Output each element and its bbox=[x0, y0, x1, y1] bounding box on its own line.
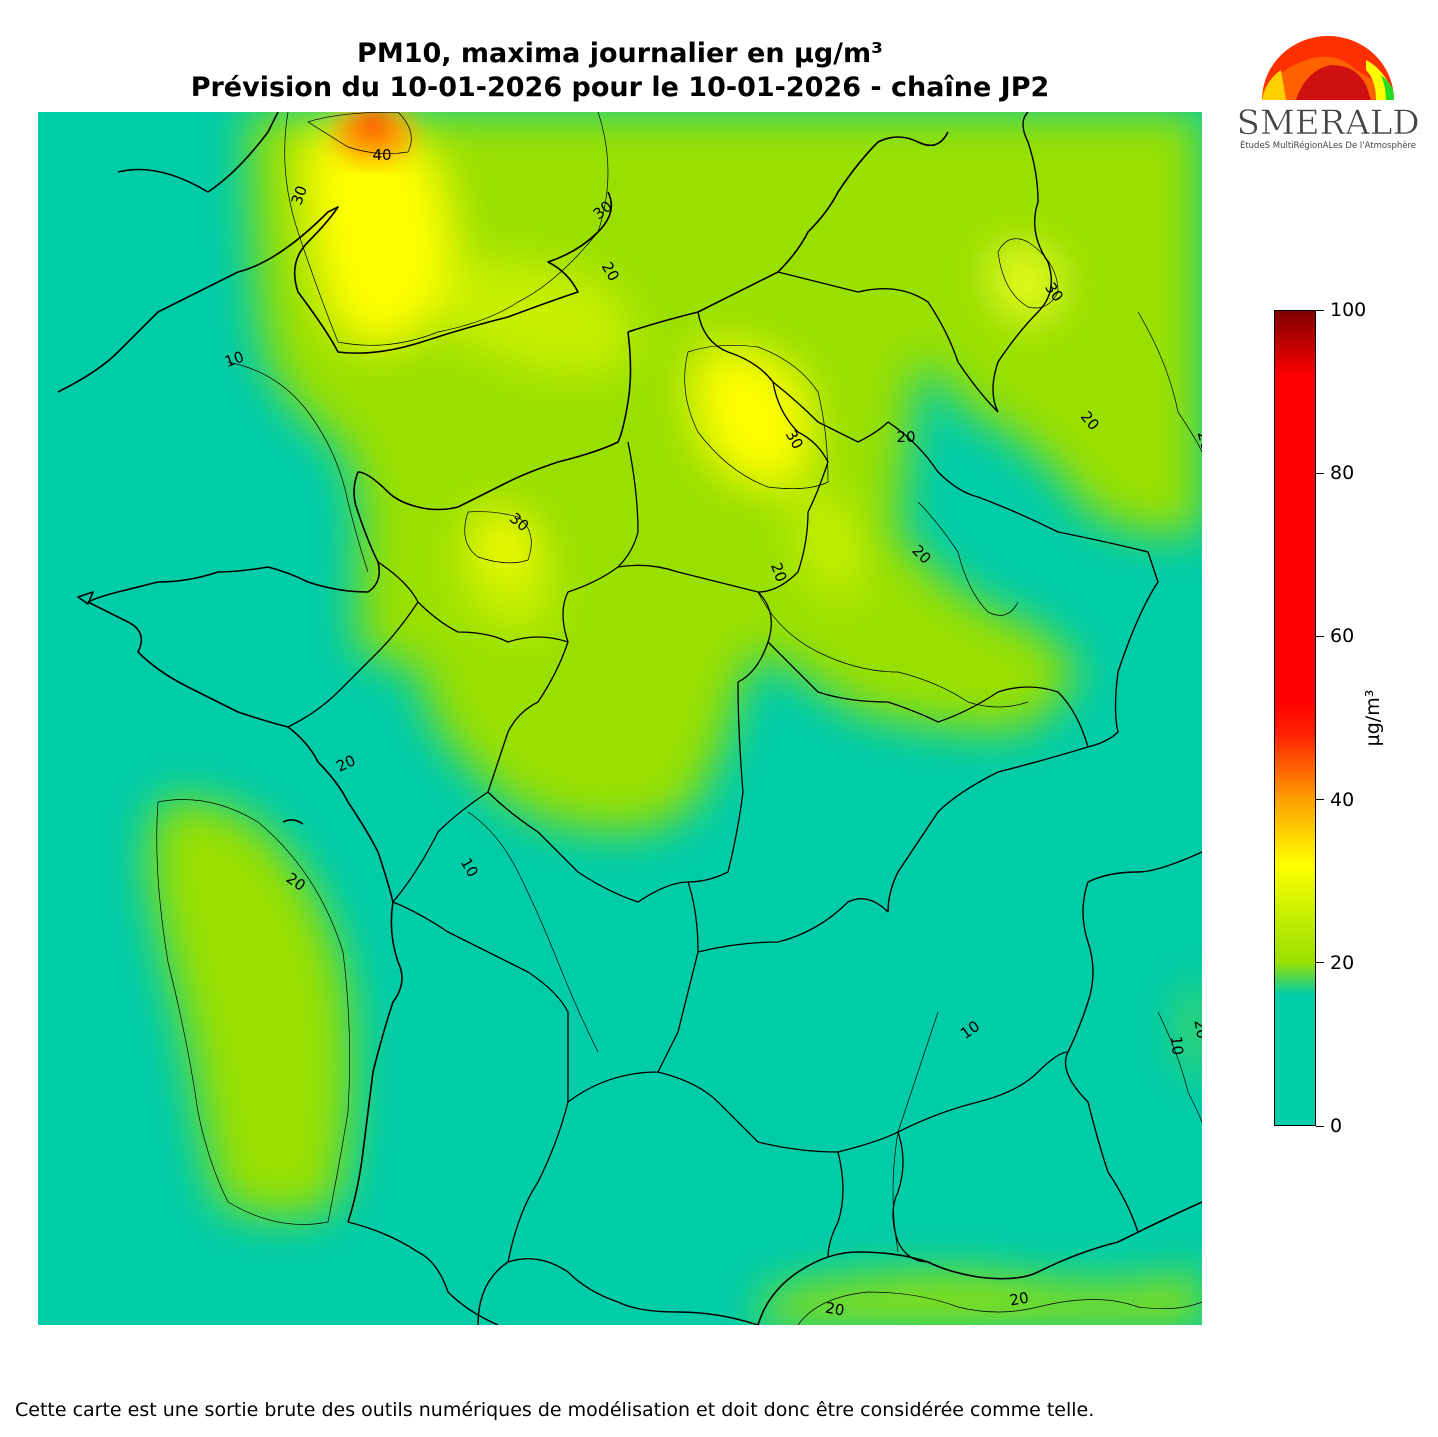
map-title: PM10, maxima journalier en µg/m³ bbox=[357, 38, 883, 69]
colorbar-tick bbox=[1316, 309, 1324, 311]
colorbar-tick bbox=[1316, 472, 1324, 474]
contour-label: 20 bbox=[896, 428, 915, 446]
colorbar bbox=[1274, 310, 1316, 1126]
region-borders bbox=[287, 381, 1089, 1263]
coastlines bbox=[57, 112, 1202, 1325]
contour-label: 20 bbox=[1008, 1289, 1030, 1310]
map-subtitle: Prévision du 10-01-2026 pour le 10-01-20… bbox=[190, 72, 1050, 103]
concentration-field bbox=[148, 112, 1202, 1325]
colorbar-tick bbox=[1316, 799, 1324, 801]
esmeralda-logo: ESMERALDA ÉtudeS MultiRégionALes De l'At… bbox=[1236, 36, 1420, 151]
contour-label: 20 bbox=[1190, 1018, 1202, 1040]
colorbar-tick bbox=[1316, 962, 1324, 964]
colorbar-label: µg/m³ bbox=[1362, 689, 1384, 747]
colorbar-tick-label: 20 bbox=[1330, 951, 1355, 974]
contour-label: 10 bbox=[222, 348, 246, 371]
contour-label: 30 bbox=[288, 183, 311, 207]
colorbar-tick bbox=[1316, 635, 1324, 637]
colorbar-tick-label: 40 bbox=[1330, 788, 1355, 811]
contour-lines bbox=[156, 112, 1202, 1325]
colorbar-tick-label: 60 bbox=[1330, 625, 1355, 648]
borders bbox=[347, 112, 1202, 1325]
pm10-forecast-map: 40 30 30 10 20 30 20 30 20 20 30 20 20 2… bbox=[38, 112, 1202, 1325]
colorbar-tick-label: 100 bbox=[1330, 299, 1367, 321]
disclaimer-note: Cette carte est une sortie brute des out… bbox=[15, 1399, 1095, 1421]
contour-label: 40 bbox=[372, 146, 391, 164]
contour-label: 20 bbox=[767, 560, 790, 584]
colorbar-tick-label: 0 bbox=[1330, 1115, 1343, 1137]
colorbar-tick bbox=[1316, 1125, 1324, 1127]
contour-label: 20 bbox=[1194, 429, 1202, 452]
colorbar-tick-label: 80 bbox=[1330, 462, 1355, 485]
logo-name: ESMERALDA bbox=[1236, 103, 1420, 143]
logo-subtitle: ÉtudeS MultiRégionALes De l'Atmosphère bbox=[1240, 139, 1416, 151]
contour-label: 20 bbox=[824, 1299, 846, 1320]
contour-label: 10 bbox=[1167, 1035, 1187, 1056]
